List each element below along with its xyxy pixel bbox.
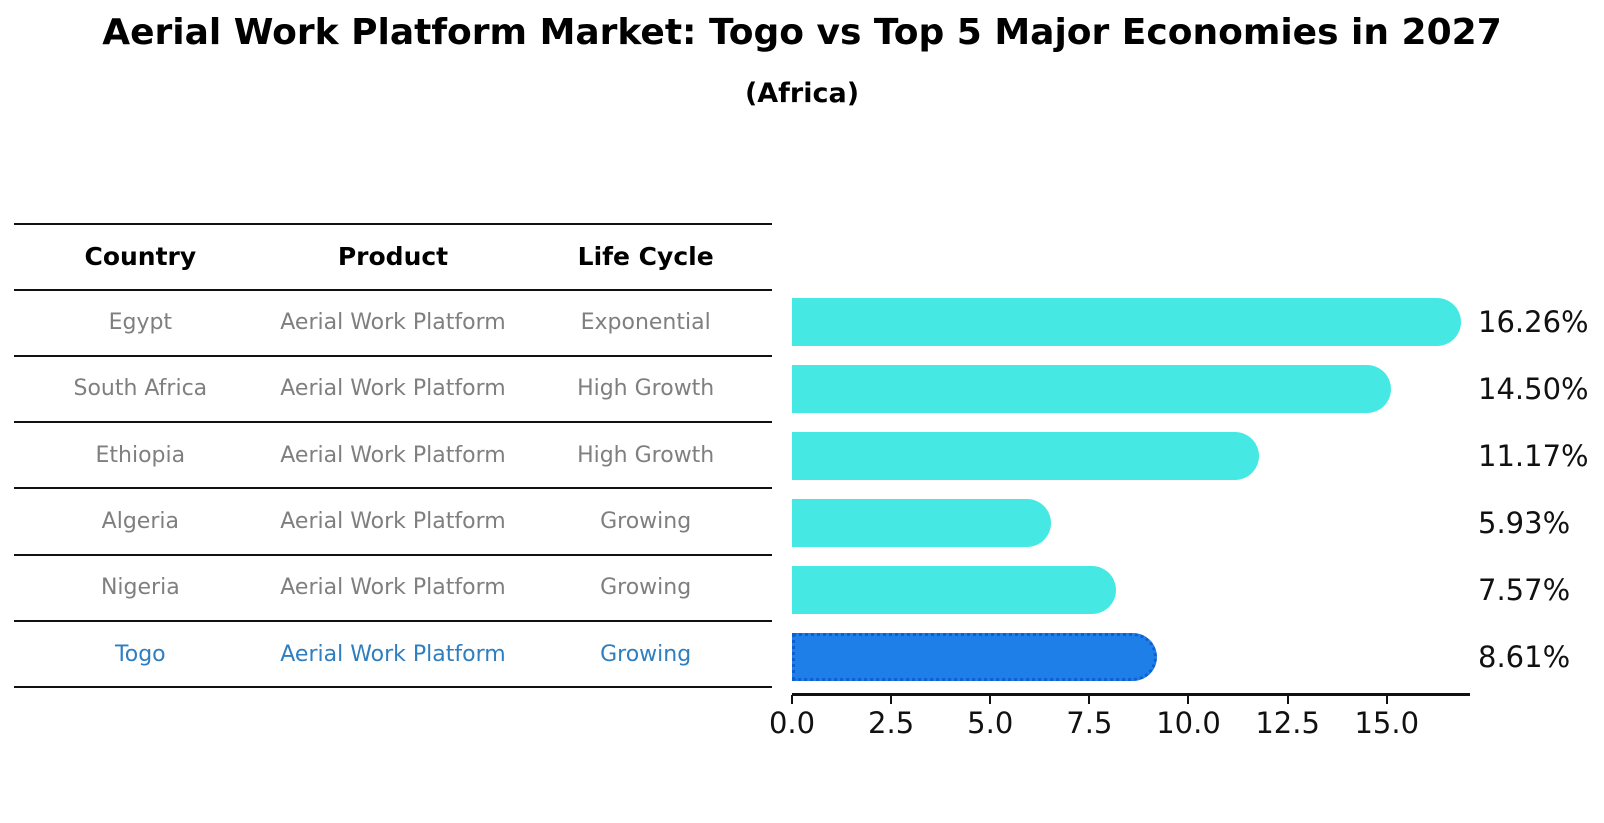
header-country: Country: [84, 242, 197, 272]
table-row-nigeria: Nigeria Aerial Work Platform Growing: [14, 556, 772, 622]
table-row-ethiopia: Ethiopia Aerial Work Platform High Growt…: [14, 423, 772, 490]
bar-value-label: 8.61%: [1478, 639, 1571, 674]
x-axis-line: [792, 693, 1470, 696]
bar-chart-plot-area: 16.26% 14.50% 11.17% 5.93% 7.57% 8.61%: [792, 289, 1589, 690]
x-tick-label: 10.0: [1156, 706, 1221, 740]
x-axis-tick: [989, 695, 992, 704]
cell-product: Aerial Work Platform: [280, 575, 506, 601]
x-tick-label: 5.0: [967, 706, 1014, 740]
cell-country: Ethiopia: [95, 442, 186, 468]
cell-product: Aerial Work Platform: [280, 641, 506, 667]
cell-life-cycle: High Growth: [577, 442, 715, 468]
cell-life-cycle: Growing: [600, 641, 692, 667]
chart-row-togo: 8.61%: [792, 623, 1570, 690]
cell-life-cycle: Growing: [600, 575, 692, 601]
table-header-row: Country Product Life Cycle: [14, 225, 772, 291]
bar-nigeria: [792, 565, 1117, 614]
bar-algeria: [792, 498, 1052, 547]
table-row-south-africa: South Africa Aerial Work Platform High G…: [14, 357, 772, 424]
bar-value-label: 14.50%: [1478, 372, 1589, 407]
chart-title: Aerial Work Platform Market: Togo vs Top…: [102, 12, 1502, 53]
chart-row-south-africa: 14.50%: [792, 356, 1589, 423]
chart-row-ethiopia: 11.17%: [792, 423, 1589, 490]
bar-ethiopia: [792, 432, 1259, 481]
x-axis-tick: [1088, 695, 1091, 704]
cell-product: Aerial Work Platform: [280, 509, 506, 535]
chart-row-nigeria: 7.57%: [792, 556, 1570, 623]
chart-row-algeria: 5.93%: [792, 489, 1570, 556]
bar-value-label: 5.93%: [1478, 505, 1571, 540]
cell-product: Aerial Work Platform: [280, 310, 506, 336]
header-product: Product: [337, 242, 449, 272]
bar-value-label: 11.17%: [1478, 439, 1589, 474]
cell-country: Algeria: [101, 509, 179, 535]
chart-subtitle: (Africa): [744, 78, 860, 109]
table-row-egypt: Egypt Aerial Work Platform Exponential: [14, 291, 772, 357]
cell-country: Nigeria: [100, 575, 180, 601]
cell-product: Aerial Work Platform: [280, 442, 506, 468]
cell-product: Aerial Work Platform: [280, 376, 506, 402]
cell-country: Egypt: [108, 310, 173, 336]
x-tick-label: 12.5: [1255, 706, 1320, 740]
x-tick-label: 0.0: [768, 706, 816, 740]
chart-row-egypt: 16.26%: [792, 289, 1589, 356]
bar-togo: [792, 632, 1158, 681]
x-axis-tick: [1187, 695, 1190, 704]
x-axis-tick: [791, 695, 793, 704]
bar-egypt: [792, 298, 1461, 347]
bar-south-africa: [792, 365, 1391, 414]
table-row-algeria: Algeria Aerial Work Platform Growing: [14, 489, 772, 556]
cell-life-cycle: Exponential: [580, 310, 711, 336]
x-tick-label: 7.5: [1066, 706, 1113, 740]
x-tick-label: 15.0: [1354, 706, 1420, 740]
cell-life-cycle: Growing: [600, 509, 692, 535]
x-axis-tick: [1286, 695, 1289, 704]
cell-country: Togo: [115, 641, 166, 667]
table-row-togo: Togo Aerial Work Platform Growing: [14, 622, 772, 689]
cell-life-cycle: High Growth: [577, 376, 715, 402]
cell-country: South Africa: [73, 376, 208, 402]
x-axis-tick: [890, 695, 893, 704]
country-table: Country Product Life Cycle Egypt Aerial …: [14, 223, 772, 689]
header-life-cycle: Life Cycle: [577, 242, 714, 272]
x-axis-tick: [1385, 695, 1388, 704]
bar-value-label: 16.26%: [1478, 305, 1589, 340]
bar-value-label: 7.57%: [1478, 572, 1571, 607]
x-tick-label: 2.5: [868, 706, 915, 740]
